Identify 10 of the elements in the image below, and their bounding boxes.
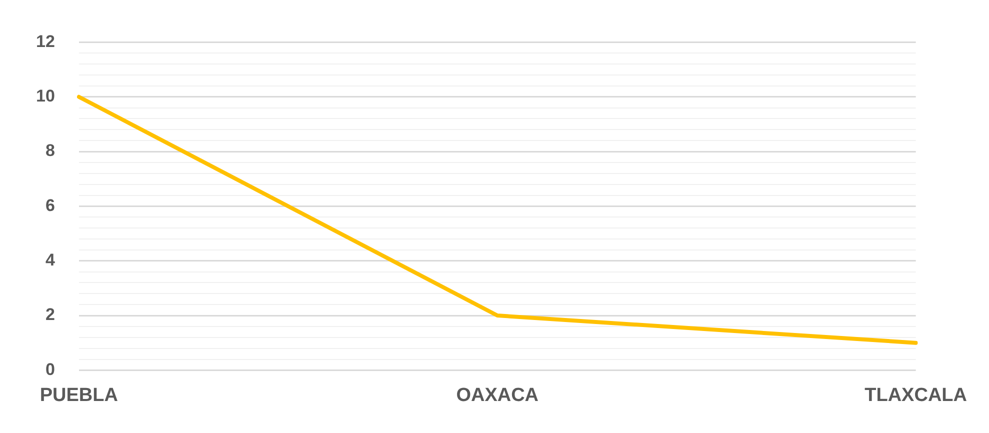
y-tick-label: 0 — [45, 360, 55, 379]
y-tick-label: 12 — [36, 32, 55, 51]
x-tick-label: OAXACA — [456, 384, 539, 406]
y-tick-label: 2 — [45, 305, 55, 324]
y-tick-label: 8 — [45, 141, 55, 160]
y-tick-label: 6 — [45, 196, 55, 215]
y-tick-label: 4 — [45, 250, 56, 270]
y-tick-label: 10 — [36, 86, 55, 106]
x-tick-label: TLAXCALA — [864, 384, 968, 406]
x-tick-label: PUEBLA — [40, 384, 118, 406]
